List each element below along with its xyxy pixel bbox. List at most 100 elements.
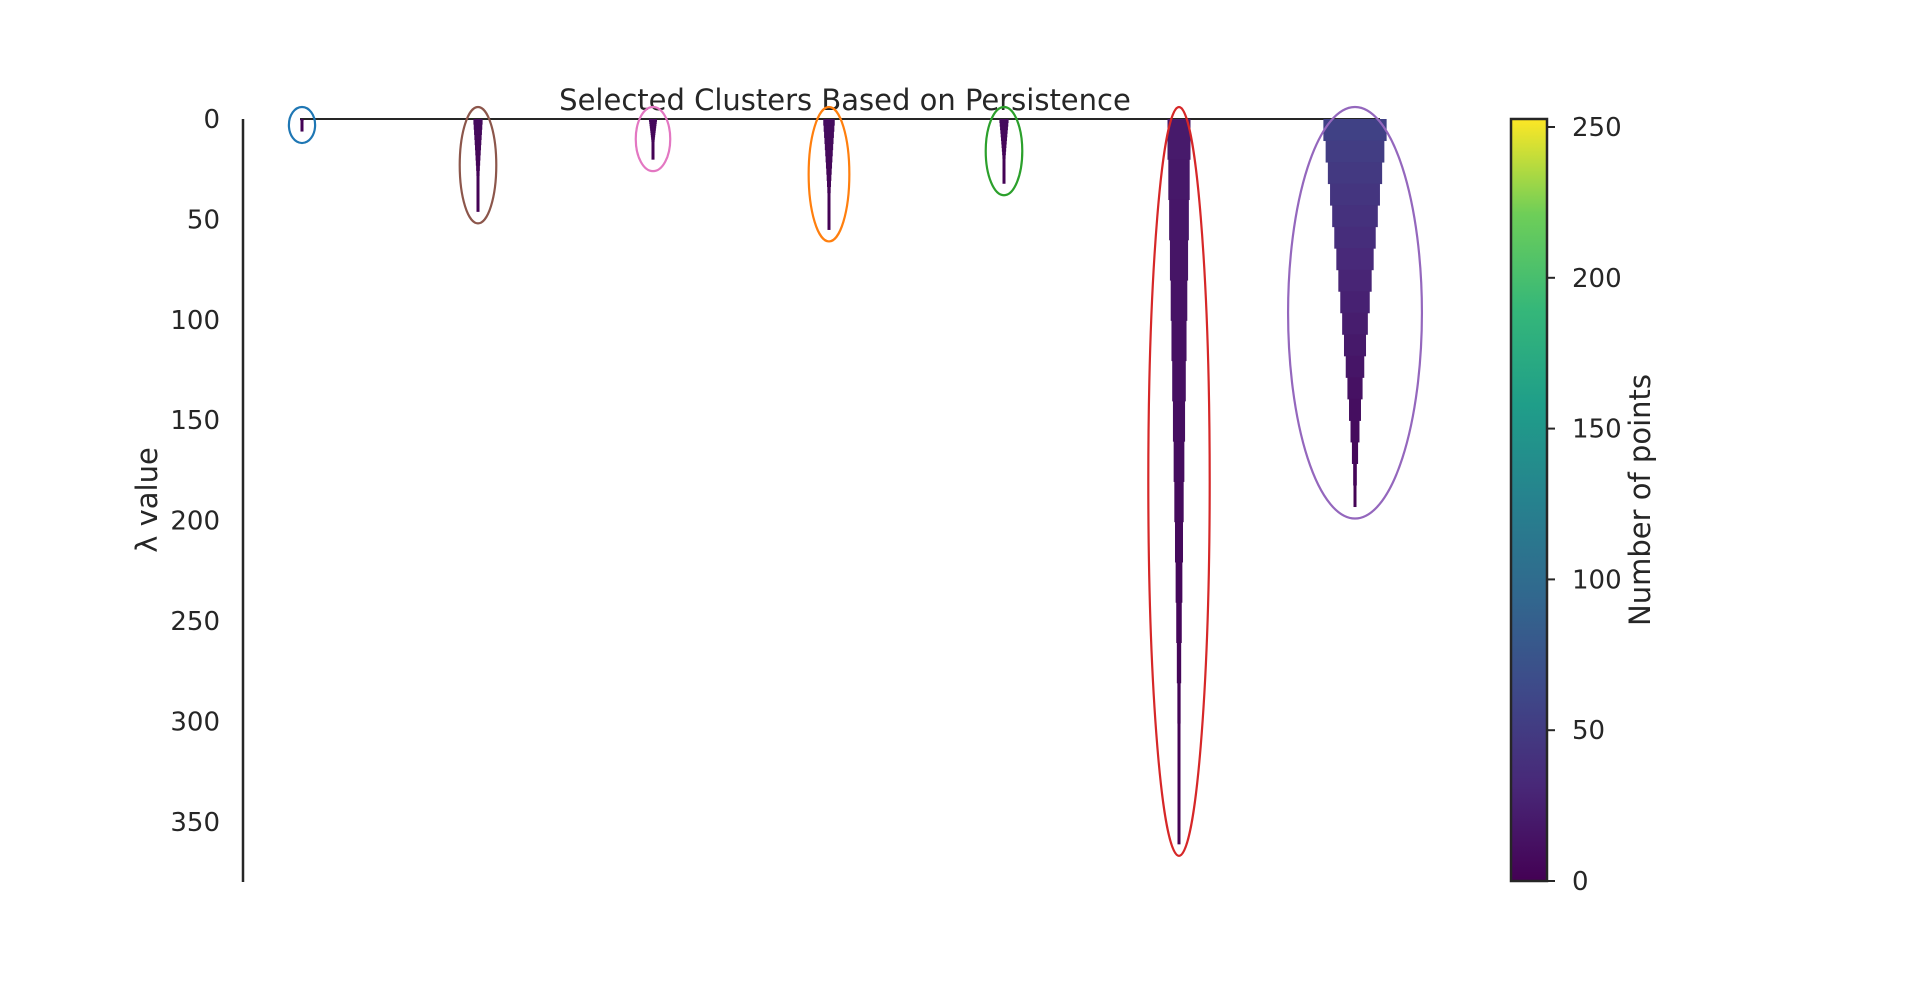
icicle-segment: [1001, 143, 1007, 149]
icicle-segment: [827, 223, 831, 230]
colorbar-tick-label: 50: [1572, 716, 1605, 746]
icicle-segment: [1167, 119, 1191, 160]
icicle-segment: [300, 119, 304, 121]
icicle-segment: [824, 143, 834, 151]
icicle-segment: [651, 152, 655, 156]
icicle-segment: [473, 124, 483, 130]
colorbar-ticks: 0 50 100 150 200 250: [1547, 113, 1622, 897]
icicle-segment: [1338, 269, 1372, 292]
icicle-segment: [650, 127, 656, 131]
icicle-segment: [651, 148, 655, 151]
icicle-segment: [1327, 162, 1383, 185]
y-tick-label: 350: [170, 808, 220, 838]
icicle-segment: [476, 185, 480, 192]
colorbar-tick-label: 100: [1572, 565, 1622, 595]
icicle-segment: [650, 134, 656, 138]
icicle-segment: [1325, 140, 1385, 163]
y-tick-label: 150: [170, 406, 220, 436]
y-tick-label: 300: [170, 707, 220, 737]
cluster-selection-ellipse: [458, 105, 498, 225]
icicle-segment: [1343, 334, 1367, 357]
icicle-segment: [475, 149, 481, 156]
chart-title: Selected Clusters Based on Persistence: [559, 83, 1131, 117]
icicle-segment: [1353, 463, 1357, 486]
icicle-segment: [473, 119, 483, 125]
icicle-segment: [1177, 723, 1181, 764]
icicle-segment: [300, 126, 304, 128]
icicle-segment: [651, 156, 655, 160]
icicle-segment: [476, 180, 480, 187]
icicle-segment: [1000, 133, 1008, 138]
icicle-segment: [1002, 179, 1006, 184]
icicle-segment: [474, 129, 482, 135]
icicle-segment: [1350, 420, 1360, 443]
icicle-segment: [1169, 239, 1189, 281]
icicle-segment: [300, 122, 304, 124]
cluster-selection-ellipse: [287, 105, 317, 145]
icicle-segment: [650, 130, 656, 133]
icicle-segment: [476, 195, 480, 202]
y-axis-label: λ value: [130, 447, 164, 553]
y-tick-label: 250: [170, 607, 220, 637]
icicle-segment: [300, 123, 304, 125]
icicle-segment: [1353, 484, 1357, 508]
icicle-segment: [825, 161, 833, 169]
icicle-segment: [476, 190, 480, 197]
icicle-segment: [827, 186, 831, 194]
icicle-segment: [649, 125, 657, 129]
icicle-segment: [1002, 165, 1006, 170]
icicle-segment: [1330, 183, 1380, 206]
icicle-segment: [474, 144, 482, 151]
icicle-segment: [1323, 119, 1387, 142]
cluster-selection-ellipse: [634, 105, 672, 173]
icicle-segment: [825, 149, 833, 157]
icicle-segment: [824, 131, 834, 138]
icicle-segment: [300, 119, 304, 121]
icicle-segment: [1174, 481, 1184, 523]
colorbar-tick-label: 150: [1572, 415, 1622, 445]
icicle-segment: [1340, 291, 1370, 314]
icicle-segment: [1169, 199, 1189, 241]
icicle-segment: [1334, 226, 1376, 249]
y-tick-label: 0: [203, 105, 220, 135]
icicle-segment: [476, 201, 480, 207]
icicle-segment: [474, 134, 482, 141]
icicle-segment: [1177, 763, 1181, 805]
icicle-segment: [300, 129, 304, 131]
icicle-segment: [999, 122, 1009, 127]
icicle-segment: [1002, 161, 1006, 166]
icicle-segment: [1177, 803, 1181, 845]
icicle-segment: [1173, 441, 1185, 482]
icicle-segment: [823, 125, 835, 132]
icicle-segment: [827, 211, 831, 218]
icicle-bars: [300, 119, 1387, 845]
icicle-segment: [1002, 176, 1006, 181]
icicle-segment: [300, 121, 304, 123]
icicle-segment: [1336, 248, 1374, 271]
icicle-segment: [649, 123, 657, 127]
icicle-segment: [1170, 280, 1188, 321]
icicle-segment: [1347, 377, 1363, 400]
icicle-segment: [1002, 168, 1006, 174]
icicle-segment: [826, 180, 832, 187]
icicle-segment: [300, 125, 304, 127]
icicle-segment: [1349, 398, 1361, 421]
icicle-segment: [1351, 441, 1359, 464]
icicle-segment: [650, 132, 656, 136]
icicle-segment: [649, 121, 657, 124]
icicle-segment: [1000, 136, 1008, 141]
icicle-segment: [824, 137, 834, 145]
cluster-ellipses: [287, 105, 1424, 857]
icicle-segment: [300, 124, 304, 126]
icicle-segment: [1176, 642, 1182, 684]
icicle-segment: [825, 155, 833, 163]
icicle-segment: [300, 128, 304, 130]
icicle-segment: [300, 123, 304, 125]
icicle-segment: [651, 141, 655, 145]
icicle-segment: [827, 198, 831, 206]
icicle-segment: [476, 170, 480, 176]
icicle-segment: [1172, 400, 1186, 442]
icicle-segment: [300, 125, 304, 127]
icicle-segment: [651, 154, 655, 158]
